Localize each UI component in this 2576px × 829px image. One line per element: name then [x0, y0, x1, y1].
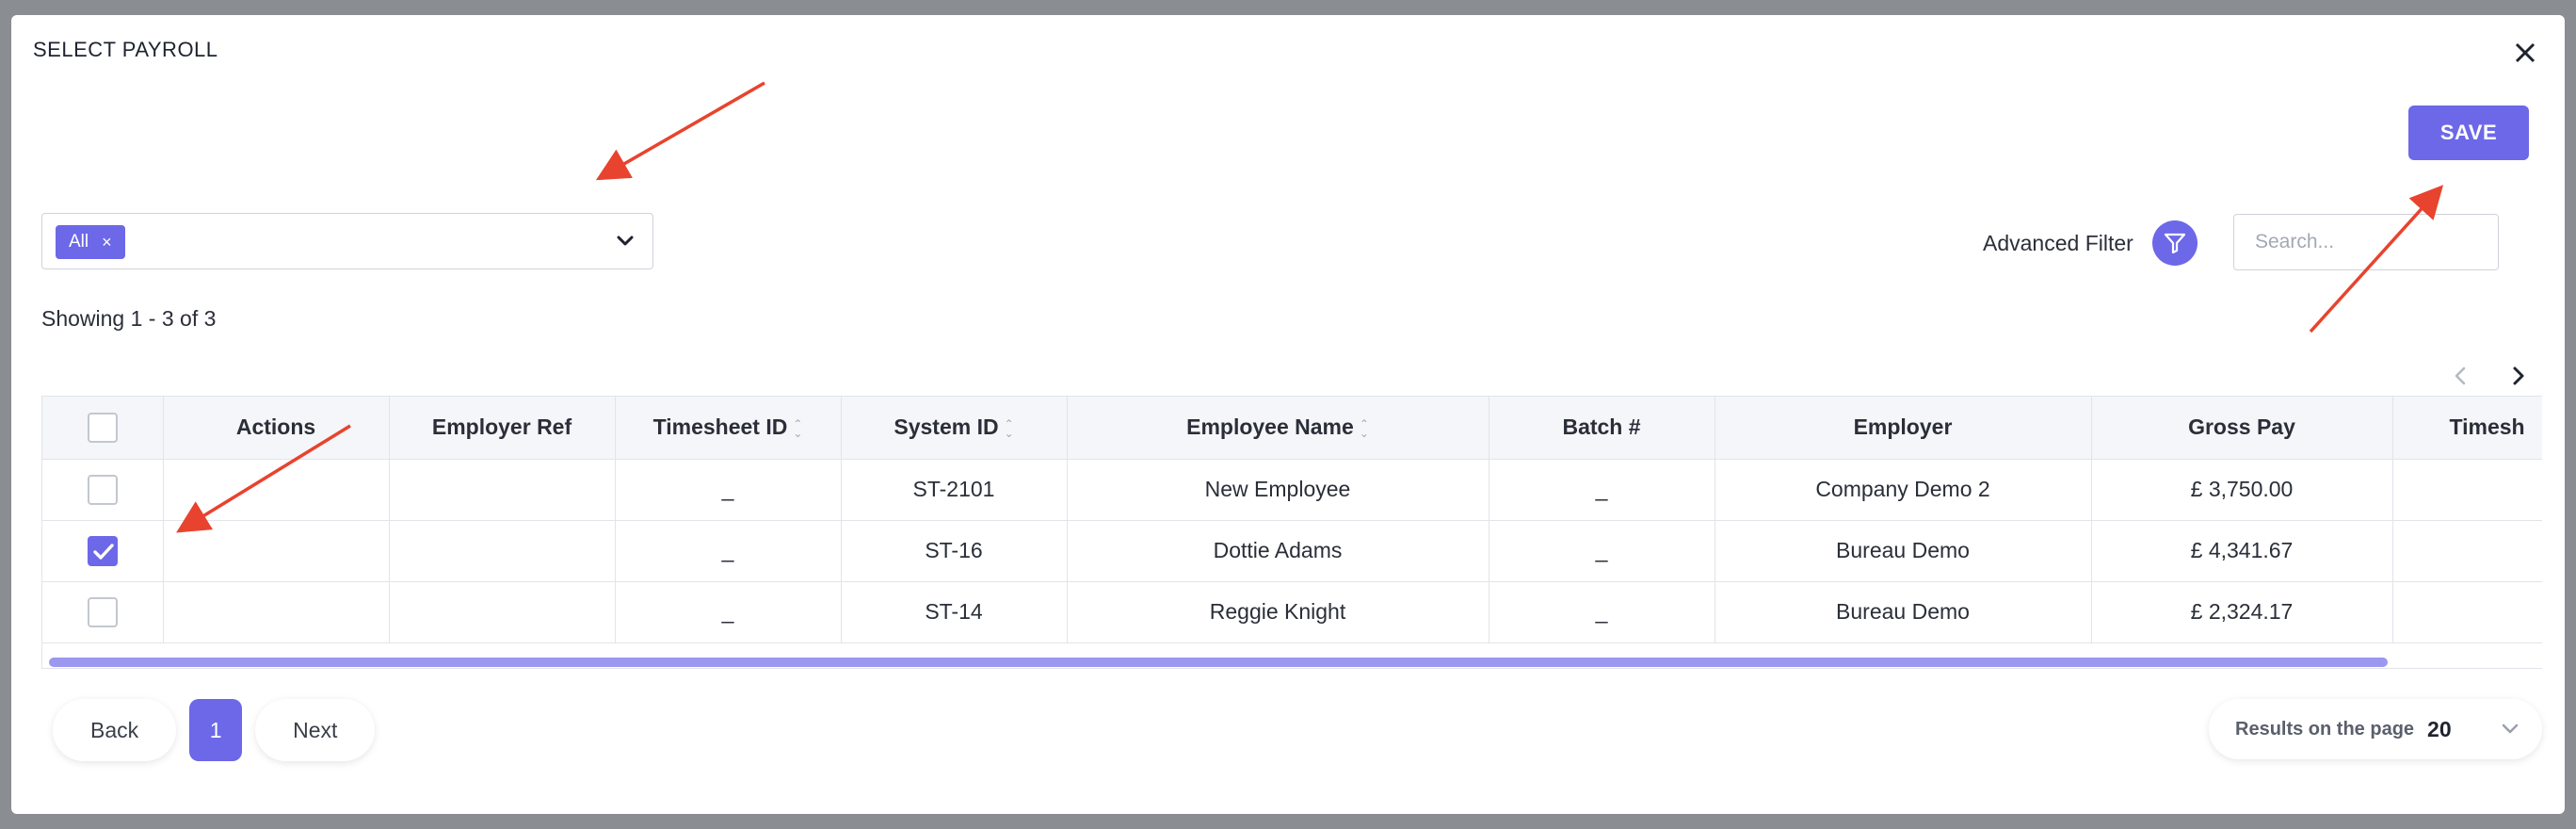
pagination: Back 1 Next	[53, 699, 376, 761]
cell-employer-ref	[389, 581, 616, 643]
sort-icon[interactable]: ⌃ ⌄	[1004, 417, 1014, 441]
column-header-employer-ref: Employer Ref	[389, 397, 616, 460]
cell-employee-name: Dottie Adams	[1067, 520, 1489, 582]
close-icon[interactable]	[2510, 38, 2540, 68]
filter-icon[interactable]	[2151, 220, 2198, 266]
cell-batch: _	[1489, 459, 1715, 521]
column-header-actions: Actions	[163, 397, 390, 460]
back-button[interactable]: Back	[53, 699, 177, 761]
table-row[interactable]: _ ST-16 Dottie Adams _ Bureau Demo £ 4,3…	[42, 520, 2542, 582]
column-header-employee-name[interactable]: Employee Name ⌃ ⌄	[1067, 397, 1489, 460]
cell-actions	[163, 581, 390, 643]
column-header-batch: Batch #	[1489, 397, 1715, 460]
column-header-timesheet-id[interactable]: Timesheet ID ⌃ ⌄	[615, 397, 842, 460]
results-per-page-value: 20	[2427, 716, 2452, 741]
checkmark-icon	[93, 543, 114, 560]
select-payroll-modal: SELECT PAYROLL SAVE All × Advanced Filte…	[11, 15, 2565, 814]
cell-employer-ref	[389, 520, 616, 582]
advanced-filter-label: Advanced Filter	[1983, 230, 2133, 255]
results-per-page-select[interactable]: Results on the page 20	[2209, 699, 2542, 759]
row-checkbox[interactable]	[87, 596, 118, 627]
row-checkbox[interactable]	[87, 474, 118, 505]
cell-system-id: ST-2101	[841, 459, 1068, 521]
cell-timesheet-id: _	[615, 520, 842, 582]
next-button[interactable]: Next	[255, 699, 376, 761]
column-header-system-id[interactable]: System ID ⌃ ⌄	[841, 397, 1068, 460]
row-checkbox[interactable]	[87, 535, 118, 566]
cell-gross-pay: £ 3,750.00	[2091, 459, 2393, 521]
cell-employer-ref	[389, 459, 616, 521]
filter-chip-all: All ×	[56, 225, 125, 259]
cell-timesheet-id: _	[615, 459, 842, 521]
table-row[interactable]: _ ST-2101 New Employee _ Company Demo 2 …	[42, 459, 2542, 521]
sort-icon[interactable]: ⌃ ⌄	[793, 417, 803, 441]
chip-remove-icon[interactable]: ×	[102, 232, 112, 252]
filter-chip-label: All	[69, 232, 89, 252]
cell-gross-pay: £ 2,324.17	[2091, 581, 2393, 643]
cell-employer: Bureau Demo	[1715, 581, 2092, 643]
cell-actions	[163, 459, 390, 521]
cell-employer: Bureau Demo	[1715, 520, 2092, 582]
cell-employee-name: New Employee	[1067, 459, 1489, 521]
advanced-filter[interactable]: Advanced Filter	[1983, 220, 2198, 266]
sort-icon[interactable]: ⌃ ⌄	[1359, 417, 1369, 441]
cell-timesheet	[2392, 520, 2542, 582]
column-header-gross-pay: Gross Pay	[2091, 397, 2393, 460]
column-header-employer: Employer	[1715, 397, 2092, 460]
cell-gross-pay: £ 4,341.67	[2091, 520, 2393, 582]
cell-timesheet	[2392, 459, 2542, 521]
chevron-right-icon[interactable]	[2504, 362, 2533, 390]
save-button[interactable]: SAVE	[2408, 106, 2529, 160]
search-input[interactable]	[2233, 214, 2499, 270]
cell-actions	[163, 520, 390, 582]
table-row[interactable]: _ ST-14 Reggie Knight _ Bureau Demo £ 2,…	[42, 581, 2542, 643]
payroll-multiselect[interactable]: All ×	[41, 213, 653, 269]
showing-count: Showing 1 - 3 of 3	[41, 306, 217, 331]
cell-employer: Company Demo 2	[1715, 459, 2092, 521]
select-all-checkbox[interactable]	[87, 412, 118, 443]
cell-timesheet	[2392, 581, 2542, 643]
cell-employee-name: Reggie Knight	[1067, 581, 1489, 643]
page-number-button[interactable]: 1	[189, 699, 243, 761]
payroll-table: Actions Employer Ref Timesheet ID ⌃ ⌄ Syst…	[41, 396, 2542, 669]
cell-batch: _	[1489, 520, 1715, 582]
select-all-header	[42, 397, 164, 460]
chevron-down-icon[interactable]	[2499, 718, 2521, 740]
cell-system-id: ST-16	[841, 520, 1068, 582]
table-header-row: Actions Employer Ref Timesheet ID ⌃ ⌄ Syst…	[42, 397, 2542, 460]
cell-batch: _	[1489, 581, 1715, 643]
modal-title: SELECT PAYROLL	[33, 38, 218, 61]
column-header-timesheet: Timesh	[2392, 397, 2542, 460]
chevron-left-icon[interactable]	[2446, 362, 2474, 390]
cell-system-id: ST-14	[841, 581, 1068, 643]
horizontal-scrollbar[interactable]	[49, 658, 2388, 667]
cell-timesheet-id: _	[615, 581, 842, 643]
results-per-page-label: Results on the page	[2235, 718, 2415, 740]
chevron-down-icon[interactable]	[613, 229, 637, 253]
